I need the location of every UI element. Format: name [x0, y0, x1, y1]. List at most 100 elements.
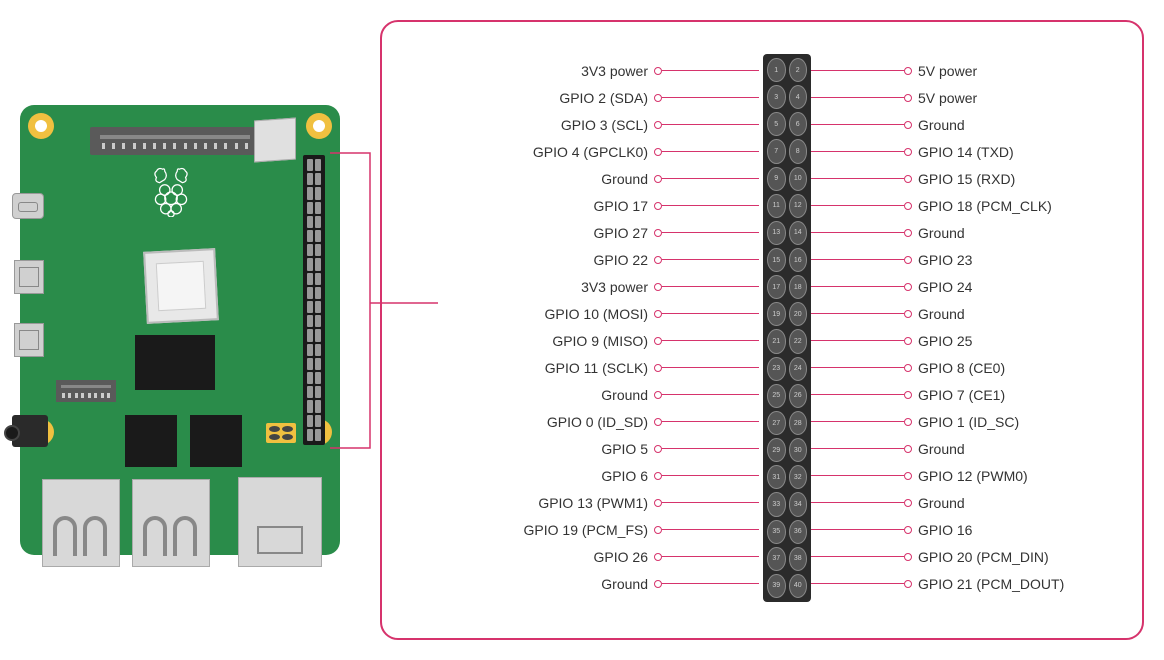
pin-dot-icon [904, 283, 912, 291]
pin-dot-icon [654, 364, 662, 372]
pin-label-right: GPIO 12 (PWM0) [912, 468, 1102, 484]
pin-dot-icon [904, 67, 912, 75]
pin-dot-icon [654, 94, 662, 102]
connector-line [662, 394, 759, 395]
gpio-pinout-panel: 1234567891011121314151617181920212223242… [380, 20, 1144, 640]
connector-line [807, 583, 904, 584]
pin-label-left: GPIO 10 (MOSI) [422, 306, 654, 322]
usb-stack-0 [42, 479, 120, 567]
pin-dot-icon [904, 310, 912, 318]
pin-row: GPIO 13 (PWM1)Ground [422, 489, 1102, 516]
pin-label-right: GPIO 25 [912, 333, 1102, 349]
connector-line [807, 313, 904, 314]
pin-dot-icon [654, 499, 662, 507]
pin-dot-icon [904, 364, 912, 372]
pin-row: GroundGPIO 21 (PCM_DOUT) [422, 570, 1102, 597]
ethernet-controller-chip [190, 415, 242, 467]
connector-line [807, 124, 904, 125]
pcb [20, 105, 340, 555]
connector-line [662, 421, 759, 422]
pin-label-right: Ground [912, 495, 1102, 511]
pin-label-left: 3V3 power [422, 63, 654, 79]
connector-line [662, 529, 759, 530]
connector-line [662, 475, 759, 476]
pin-row: 3V3 power GPIO 24 [422, 273, 1102, 300]
pin-label-right: Ground [912, 306, 1102, 322]
connector-line [807, 340, 904, 341]
pin-label-right: 5V power [912, 90, 1102, 106]
pin-label-left: GPIO 9 (MISO) [422, 333, 654, 349]
pin-dot-icon [654, 67, 662, 75]
pin-label-left: GPIO 5 [422, 441, 654, 457]
connector-line [807, 286, 904, 287]
connector-line [662, 232, 759, 233]
connector-line [807, 367, 904, 368]
connector-line [807, 97, 904, 98]
pin-dot-icon [654, 553, 662, 561]
mounting-hole-tr [306, 113, 332, 139]
connector-line [807, 151, 904, 152]
pin-dot-icon [904, 526, 912, 534]
pin-dot-icon [904, 175, 912, 183]
pin-row: GPIO 6 GPIO 12 (PWM0) [422, 462, 1102, 489]
pin-label-left: 3V3 power [422, 279, 654, 295]
connector-line [807, 475, 904, 476]
pin-row: GPIO 9 (MISO) GPIO 25 [422, 327, 1102, 354]
pin-label-right: GPIO 18 (PCM_CLK) [912, 198, 1102, 214]
connector-line [807, 421, 904, 422]
pin-dot-icon [904, 121, 912, 129]
pin-dot-icon [904, 418, 912, 426]
pin-dot-icon [904, 229, 912, 237]
pin-row: GPIO 19 (PCM_FS) GPIO 16 [422, 516, 1102, 543]
ethernet-port [238, 477, 322, 567]
pin-label-left: GPIO 0 (ID_SD) [422, 414, 654, 430]
gpio-header-strip: 1234567891011121314151617181920212223242… [763, 54, 811, 602]
pin-dot-icon [904, 94, 912, 102]
pin-label-left: GPIO 22 [422, 252, 654, 268]
mounting-hole-tl [28, 113, 54, 139]
connector-line [662, 178, 759, 179]
dsi-display-port [90, 127, 260, 155]
connector-line [662, 313, 759, 314]
pin-label-right: Ground [912, 117, 1102, 133]
pin-label-left: GPIO 2 (SDA) [422, 90, 654, 106]
connector-line [662, 205, 759, 206]
pin-dot-icon [904, 580, 912, 588]
connector-line [662, 151, 759, 152]
pin-dot-icon [654, 283, 662, 291]
connector-line [662, 286, 759, 287]
pin-dot-icon [654, 229, 662, 237]
usb-controller-chip [125, 415, 177, 467]
pin-dot-icon [904, 202, 912, 210]
pin-label-right: GPIO 23 [912, 252, 1102, 268]
pin-row: GPIO 27Ground [422, 219, 1102, 246]
raspberry-pi-logo-icon [150, 165, 192, 217]
poe-header [266, 423, 296, 443]
pin-dot-icon [654, 580, 662, 588]
pin-row: GPIO 22 GPIO 23 [422, 246, 1102, 273]
connector-line [807, 259, 904, 260]
board-gpio-header [303, 155, 325, 445]
pin-label-right: GPIO 24 [912, 279, 1102, 295]
pin-label-left: GPIO 6 [422, 468, 654, 484]
pin-dot-icon [654, 202, 662, 210]
connector-line [807, 205, 904, 206]
pin-dot-icon [654, 256, 662, 264]
pin-dot-icon [654, 175, 662, 183]
pin-dot-icon [654, 337, 662, 345]
pin-label-right: GPIO 21 (PCM_DOUT) [912, 576, 1102, 592]
connector-line [662, 97, 759, 98]
connector-line [662, 367, 759, 368]
pin-label-left: GPIO 19 (PCM_FS) [422, 522, 654, 538]
usb-stack-1 [132, 479, 210, 567]
pin-label-right: GPIO 16 [912, 522, 1102, 538]
connector-line [662, 340, 759, 341]
pin-label-left: GPIO 27 [422, 225, 654, 241]
usb-c-power-port [12, 193, 44, 219]
pin-row: GPIO 4 (GPCLK0)GPIO 14 (TXD) [422, 138, 1102, 165]
pin-row: GPIO 5Ground [422, 435, 1102, 462]
pin-row: GPIO 26GPIO 20 (PCM_DIN) [422, 543, 1102, 570]
pin-label-right: GPIO 15 (RXD) [912, 171, 1102, 187]
pin-label-left: GPIO 26 [422, 549, 654, 565]
connector-line [662, 259, 759, 260]
